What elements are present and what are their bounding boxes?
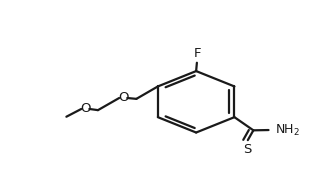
Text: NH$_2$: NH$_2$ xyxy=(275,123,300,138)
Text: S: S xyxy=(243,143,251,156)
Text: O: O xyxy=(118,91,128,104)
Text: F: F xyxy=(194,47,201,60)
Text: O: O xyxy=(80,102,91,115)
